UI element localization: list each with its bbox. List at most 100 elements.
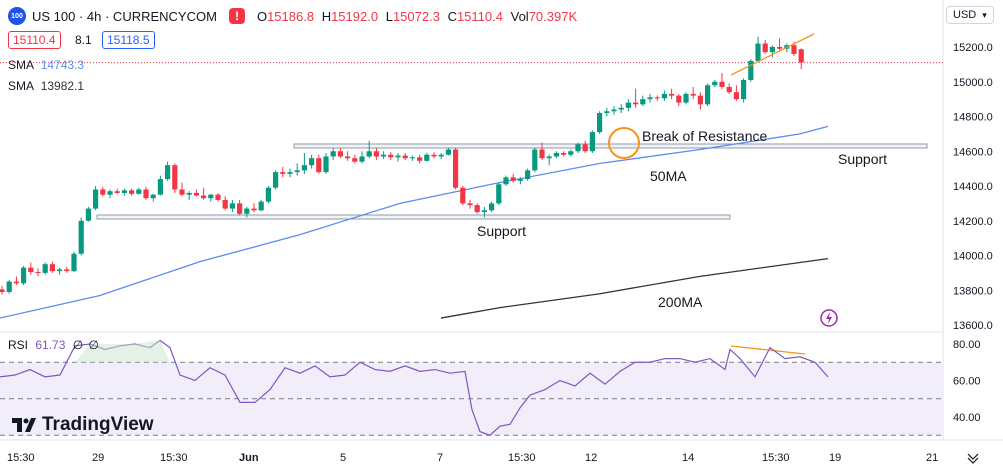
- price-tick-label: 14200.0: [953, 216, 993, 228]
- symbol-header: 100 US 100 · 4h · CURRENCYCOM ! O15186.8…: [8, 6, 581, 26]
- candle-body: [28, 267, 34, 273]
- candle-body: [100, 189, 106, 195]
- buy-price-button[interactable]: 15118.5: [102, 31, 155, 49]
- candle-body: [13, 281, 19, 284]
- sma200-legend[interactable]: SMA 13982.1: [8, 79, 84, 93]
- candle-body: [777, 47, 783, 49]
- candle-body: [201, 195, 207, 199]
- candle-body: [517, 179, 523, 181]
- candle-body: [49, 264, 55, 272]
- candle-body: [654, 97, 660, 99]
- sell-price-button[interactable]: 15110.4: [8, 31, 61, 49]
- candle-body: [316, 158, 322, 173]
- candle-body: [618, 107, 624, 110]
- candle-body: [373, 151, 379, 157]
- candle-body: [604, 111, 610, 114]
- candle-body: [589, 132, 595, 152]
- candle-body: [121, 190, 127, 193]
- candle-body: [503, 177, 509, 185]
- rsi-tick-label: 40.00: [953, 412, 981, 424]
- rsi-overbought-fill: [75, 340, 170, 363]
- lightning-icon[interactable]: [820, 309, 838, 327]
- candle-body: [539, 149, 545, 159]
- currency-select[interactable]: USD ▾: [946, 6, 994, 24]
- candle-body: [388, 154, 394, 158]
- candle-body: [129, 190, 135, 194]
- candle-body: [93, 189, 99, 209]
- candle-body: [597, 113, 603, 133]
- time-tick-label: 19: [829, 452, 841, 464]
- rsi-legend[interactable]: RSI 61.73 ∅ ∅: [8, 338, 99, 352]
- open-value: 15186.8: [267, 8, 315, 24]
- price-tick-label: 15000.0: [953, 77, 993, 89]
- price-tick-label: 14800.0: [953, 112, 993, 124]
- candle-body: [453, 149, 459, 188]
- rsi-divergence-line: [730, 345, 806, 355]
- time-tick-label: 21: [926, 452, 938, 464]
- candle-body: [561, 152, 567, 155]
- sma50-path: [0, 125, 829, 319]
- symbol-title[interactable]: US 100 · 4h · CURRENCYCOM: [32, 8, 217, 24]
- candle-body: [309, 158, 315, 166]
- price-tick-label: 15200.0: [953, 42, 993, 54]
- candle-body: [345, 156, 351, 159]
- candle-body: [85, 208, 91, 221]
- candle-body: [611, 109, 617, 112]
- alert-flag-icon[interactable]: !: [228, 8, 245, 24]
- high-value: 15192.0: [331, 8, 379, 24]
- candle-body: [409, 157, 415, 159]
- support-zone: [96, 214, 731, 220]
- candle-body: [42, 264, 48, 273]
- volume-value: 70.397K: [528, 8, 578, 24]
- tradingview-mark-icon: [12, 418, 36, 432]
- candle-body: [438, 154, 444, 157]
- candle-body: [568, 151, 574, 155]
- candle-body: [301, 165, 307, 171]
- candle-body: [525, 170, 531, 180]
- candle-body: [258, 201, 264, 211]
- time-axis-ticks: 15:30 29 15:30 Jun 5 7 15:30 12 14 15:30 19 21: [7, 452, 938, 464]
- rsi-tick-label: 60.00: [953, 376, 981, 388]
- candle-body: [726, 86, 732, 93]
- candle-body: [57, 269, 63, 272]
- candle-body: [582, 144, 588, 152]
- candle-body: [150, 194, 156, 199]
- go-to-realtime-icon[interactable]: [967, 453, 979, 464]
- rsi-legend-value: 61.73: [35, 338, 66, 352]
- candle-body: [762, 43, 768, 53]
- candle-body: [467, 203, 473, 206]
- price-trend-line: [730, 33, 815, 76]
- time-tick-label: 15:30: [508, 452, 536, 464]
- candle-body: [251, 208, 257, 211]
- candle-body: [215, 194, 221, 200]
- candle-body: [165, 165, 171, 180]
- price-tick-label: 13600.0: [953, 320, 993, 332]
- candle-body: [21, 267, 27, 284]
- candle-body: [237, 203, 243, 214]
- candle-body: [510, 177, 516, 181]
- candle-body: [179, 189, 185, 195]
- high-label: H: [321, 8, 332, 24]
- candle-body: [553, 152, 559, 157]
- rsi-na-value-2: ∅: [88, 338, 99, 352]
- candle-body: [136, 189, 142, 194]
- candle-body: [546, 156, 552, 159]
- candle-body: [697, 95, 703, 105]
- price-tick-label: 13800.0: [953, 285, 993, 297]
- candle-body: [748, 60, 754, 81]
- candle-body: [229, 203, 235, 209]
- time-tick-label: 7: [437, 452, 443, 464]
- tradingview-logo: TradingView: [12, 414, 154, 436]
- sma50-legend[interactable]: SMA 14743.3: [8, 58, 84, 72]
- time-tick-label: 15:30: [7, 452, 35, 464]
- rsi-axis-ticks: 80.00 60.00 40.00: [953, 339, 981, 424]
- candle-body: [280, 172, 286, 174]
- candle-body: [474, 205, 480, 213]
- candle-body: [330, 151, 336, 157]
- candle-body: [352, 158, 358, 162]
- time-tick-label: 12: [585, 452, 597, 464]
- candle-body: [575, 144, 581, 152]
- open-label: O: [256, 8, 268, 24]
- breakout-circle: [608, 127, 640, 159]
